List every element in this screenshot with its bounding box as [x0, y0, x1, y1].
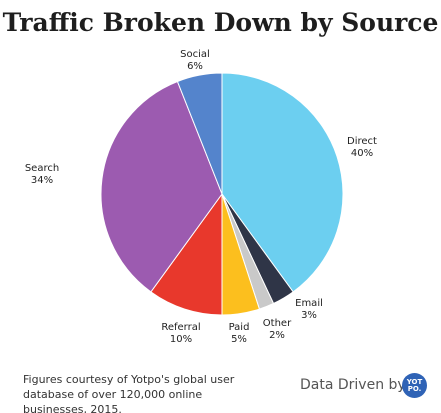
slice-label-direct: Direct 40%: [347, 136, 377, 159]
pie-slice-search: [100, 80, 223, 293]
logo-line-2: PO.: [407, 384, 422, 393]
slice-label-value: 5%: [231, 334, 247, 345]
pie-slice-social: [176, 72, 223, 195]
slice-label-social: Social 6%: [180, 49, 210, 72]
slice-label-name: Paid: [229, 322, 250, 333]
slice-label-name: Social: [180, 49, 210, 60]
pie-slice-referral: [150, 192, 223, 316]
source-caption: Figures courtesy of Yotpo's global user …: [23, 373, 235, 413]
slice-label-name: Email: [295, 298, 323, 309]
chart-title: Traffic Broken Down by Source: [2, 8, 439, 37]
slice-label-value: 10%: [170, 334, 192, 345]
yotpo-logo-icon: YOT PO.: [402, 373, 427, 398]
slice-label-name: Referral: [161, 322, 200, 333]
slice-label-value: 3%: [301, 310, 317, 321]
slice-label-value: 6%: [187, 61, 203, 72]
slice-label-other: Other 2%: [263, 318, 292, 341]
slice-label-name: Other: [263, 318, 292, 329]
pie-slice-direct: [221, 72, 344, 293]
slice-label-email: Email 3%: [295, 298, 323, 321]
slice-label-name: Search: [25, 163, 59, 174]
slice-label-name: Direct: [347, 136, 377, 147]
slice-label-value: 40%: [351, 148, 373, 159]
slice-label-referral: Referral 10%: [161, 322, 200, 345]
slice-label-value: 34%: [31, 175, 53, 186]
logo-line-1: YOT: [406, 377, 423, 386]
data-driven-credit: Data Driven by: [300, 377, 406, 393]
slice-label-value: 2%: [269, 330, 285, 341]
slice-label-paid: Paid 5%: [229, 322, 250, 345]
slice-label-search: Search 34%: [25, 163, 59, 186]
